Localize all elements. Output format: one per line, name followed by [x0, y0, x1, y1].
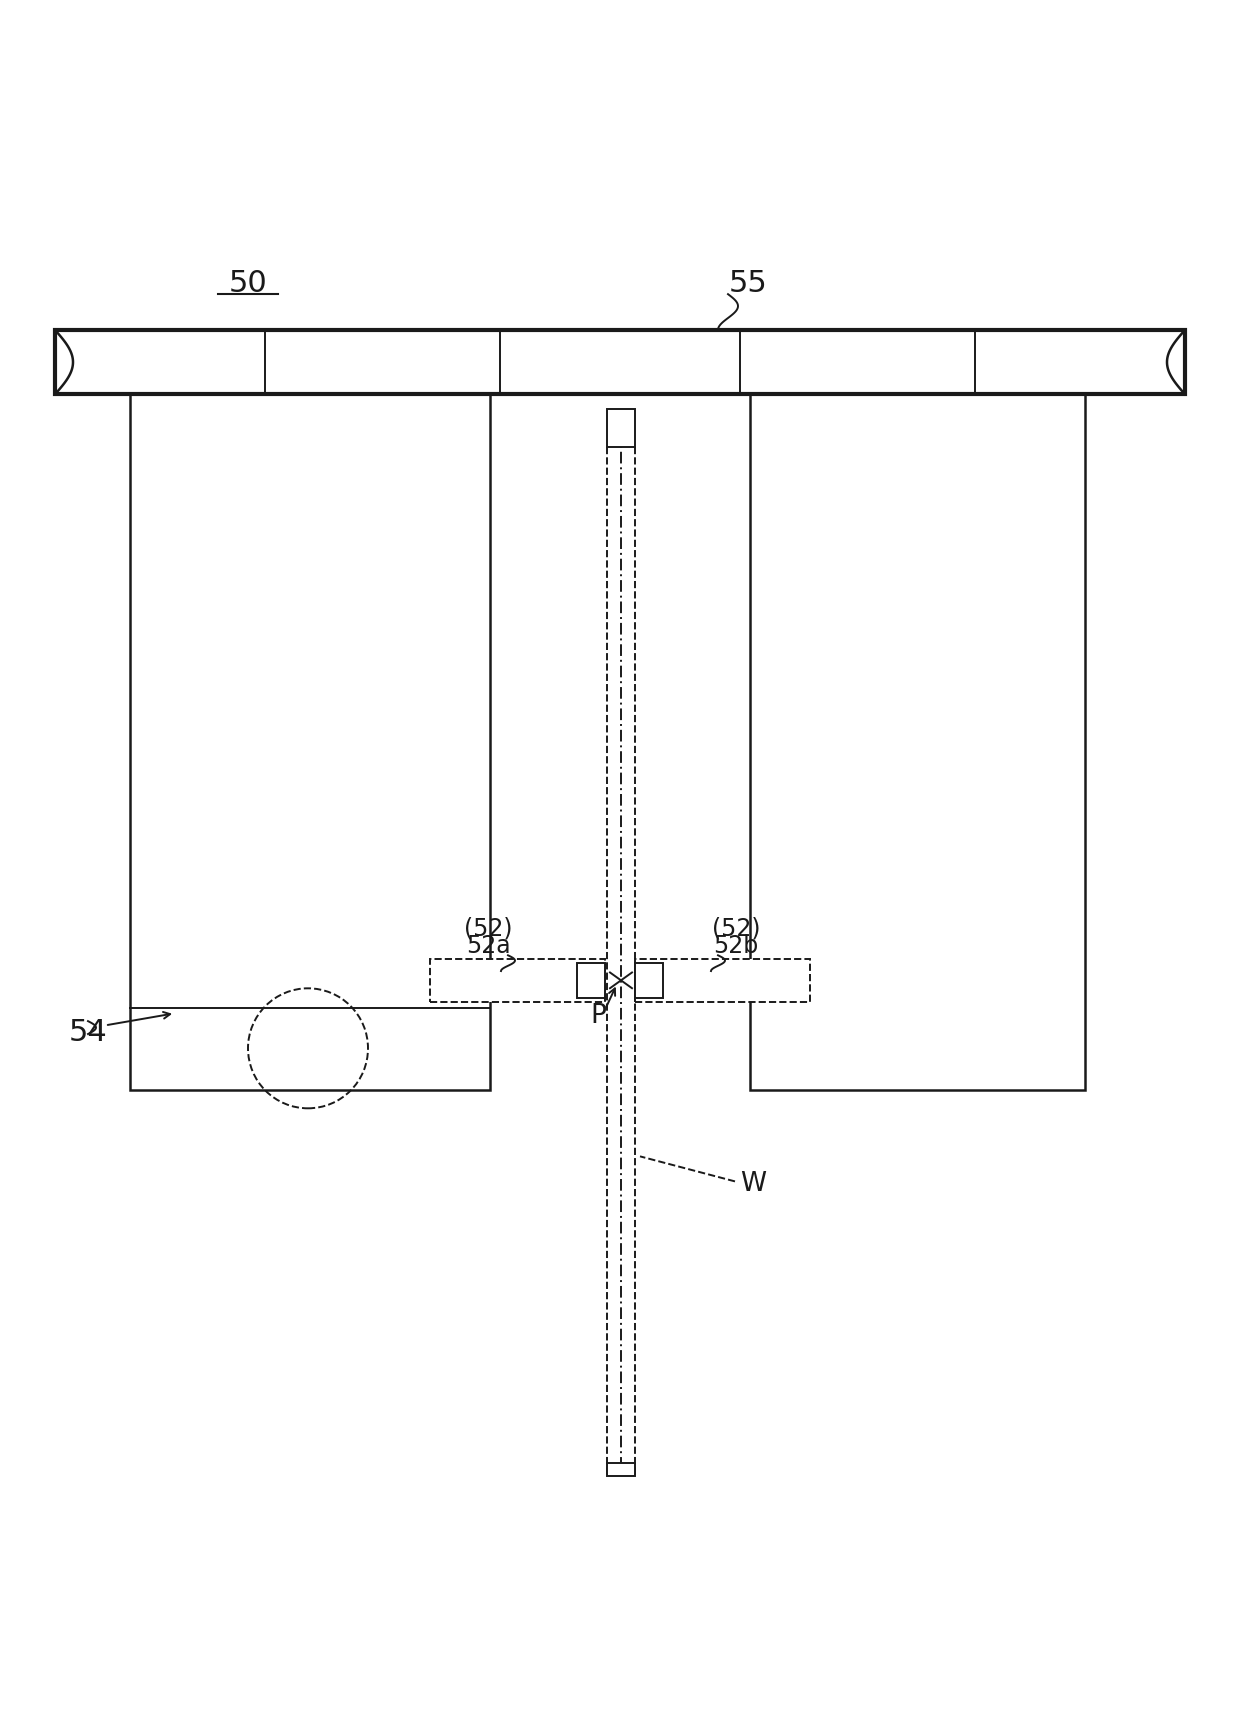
Bar [577, 963, 605, 999]
Bar [608, 1464, 635, 1476]
Text: 54: 54 [68, 1017, 108, 1046]
Bar [55, 331, 1185, 395]
Bar [130, 395, 490, 1089]
Bar [635, 963, 663, 999]
Text: (52): (52) [464, 916, 512, 940]
Bar [635, 960, 810, 1003]
Text: 52b: 52b [713, 934, 759, 958]
Text: W: W [740, 1171, 766, 1197]
Bar [430, 960, 605, 1003]
Text: 50: 50 [228, 268, 268, 298]
Text: (52): (52) [712, 916, 760, 940]
Text: 52a: 52a [466, 934, 511, 958]
Text: 55: 55 [729, 268, 768, 298]
Bar [608, 409, 635, 449]
Bar [750, 395, 1085, 1089]
Text: P: P [590, 1003, 606, 1029]
